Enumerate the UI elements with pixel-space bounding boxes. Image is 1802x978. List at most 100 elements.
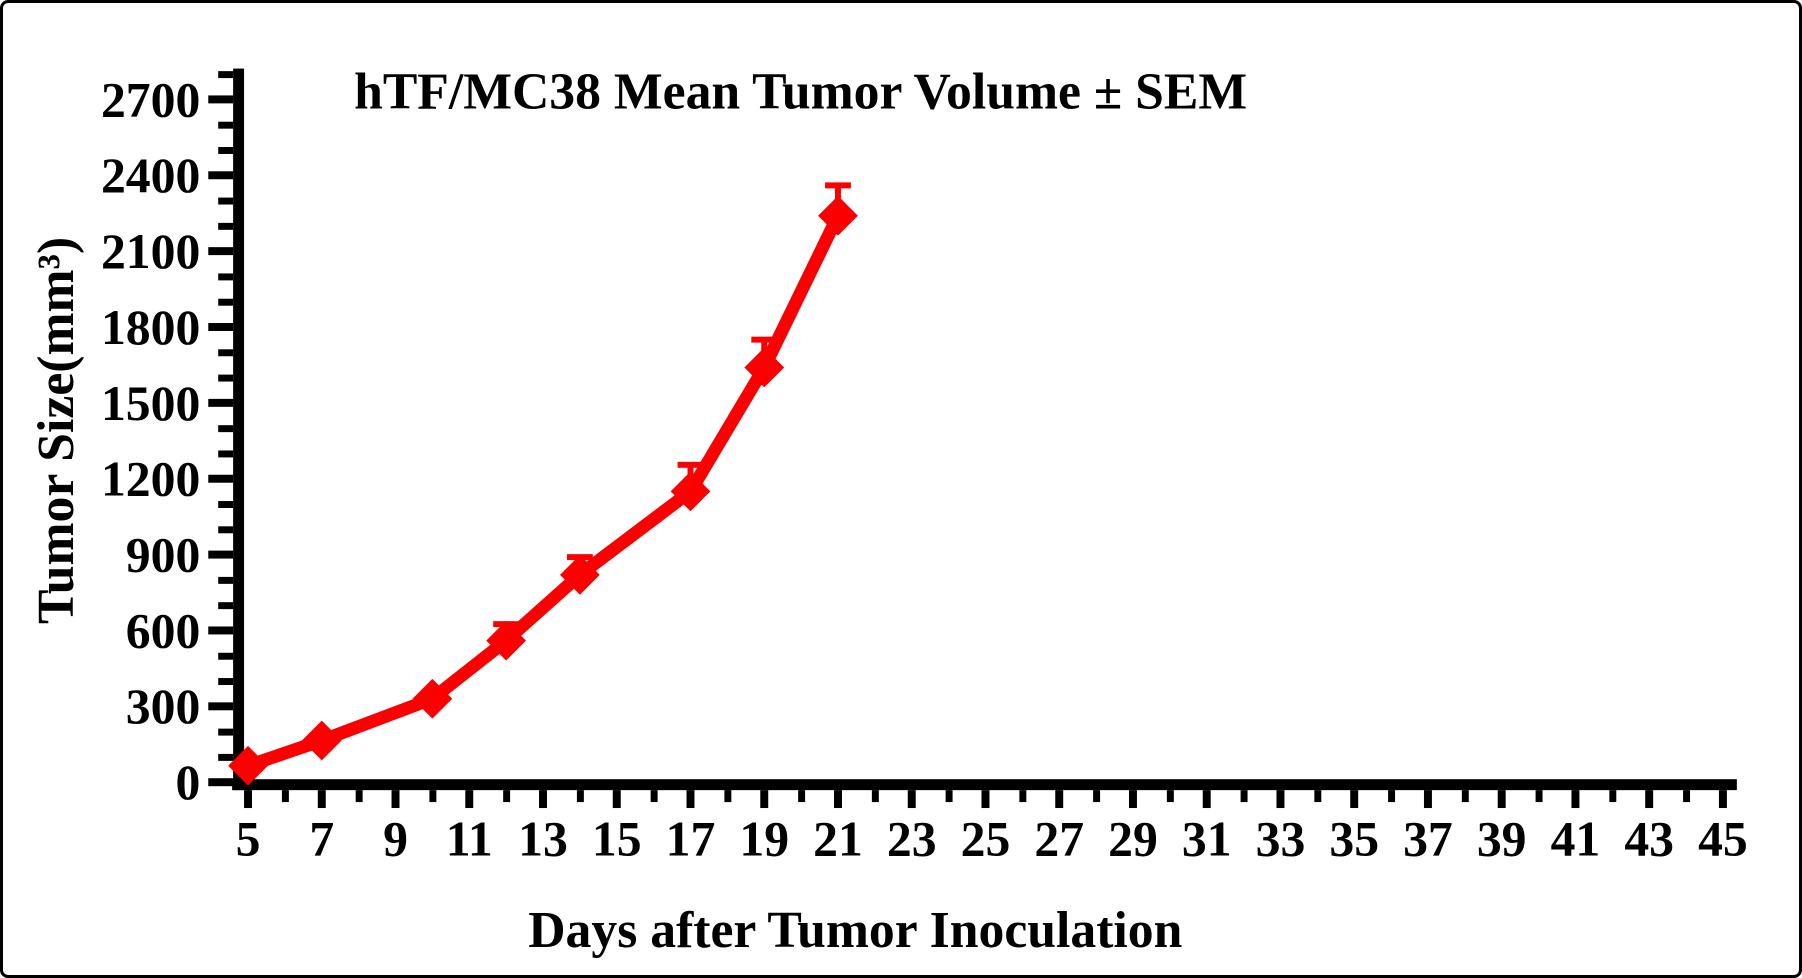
y-minor-tick [218,349,234,357]
x-tick-label: 45 [1698,812,1748,867]
x-minor-tick [1388,790,1396,803]
y-tick-label: 300 [126,679,201,734]
y-minor-tick [218,298,234,306]
x-tick-label: 35 [1329,812,1379,867]
x-minor-tick [1240,790,1248,803]
x-major-tick [1128,790,1137,809]
x-tick-label: 13 [518,812,568,867]
y-minor-tick [218,576,234,584]
data-point [486,620,527,661]
y-tick-label: 2700 [101,72,200,127]
x-major-tick [1718,790,1727,809]
y-major-tick [208,626,234,635]
tumor-volume-chart: 5 7 9 11 13 15 17 19 21 23 25 27 29 31 33 35 37 39 41 43 45 0… [28,63,1748,959]
x-major-tick [686,790,695,809]
x-tick-label: 37 [1403,812,1453,867]
y-minor-tick [218,652,234,660]
x-minor-tick [871,790,879,803]
y-major-tick [208,323,234,331]
chart-title: hTF/MC38 Mean Tumor Volume ± SEM [354,63,1247,120]
y-minor-tick [218,450,234,458]
x-tick-label: 39 [1477,812,1527,867]
y-minor-tick [218,121,234,129]
x-tick-label: 29 [1108,812,1158,867]
x-major-tick [1276,790,1285,809]
x-minor-tick [1683,790,1691,803]
data-point [412,678,453,719]
series-polyline [245,212,844,772]
x-tick-label: 11 [446,812,493,867]
error-bar-cap [677,461,704,468]
y-major-tick [208,95,234,104]
x-major-tick [465,790,474,809]
x-minor-tick [503,790,511,803]
x-minor-tick [1535,790,1543,803]
x-major-tick [1571,790,1580,809]
x-major-tick [612,790,621,809]
y-minor-tick [218,501,234,508]
x-tick-label: 7 [309,812,334,867]
data-point [560,554,600,595]
y-tick-label: 0 [175,755,200,810]
x-major-tick [1202,790,1211,809]
x-minor-tick [576,790,584,803]
y-minor-tick [218,273,234,281]
y-tick-label: 2400 [101,148,200,203]
data-point [744,347,785,388]
x-major-tick [1423,790,1432,809]
x-major-tick [244,790,253,809]
x-axis-line [232,779,1737,791]
y-major-tick [208,702,234,711]
y-minor-tick [218,222,234,230]
y-tick-label: 1200 [101,452,200,507]
error-bar-cap [825,182,851,189]
x-minor-tick [1314,790,1322,803]
error-bar-cap [751,336,778,343]
x-minor-tick [650,790,658,803]
y-minor-tick [218,602,234,610]
x-tick-label: 9 [383,812,408,867]
x-tick-label: 41 [1551,812,1601,867]
x-axis-label: Days after Tumor Inoculation [528,902,1182,959]
x-tick-label: 5 [236,812,261,867]
y-minor-tick [218,753,234,761]
y-tick-label: 600 [126,603,201,658]
x-minor-tick [945,790,953,803]
x-tick-label: 15 [592,812,642,867]
x-tick-label: 43 [1624,812,1674,867]
axes [232,68,1737,791]
y-major-tick [208,550,234,559]
x-major-tick [539,790,547,809]
y-minor-tick [218,526,234,534]
y-tick-label: 2100 [101,224,200,279]
x-minor-tick [724,790,732,803]
x-minor-tick [429,790,437,803]
y-major-tick [208,474,234,483]
x-minor-tick [355,790,363,803]
x-major-tick [1350,790,1359,809]
x-tick-label: 19 [739,812,789,867]
x-minor-tick [281,790,289,803]
x-minor-tick [1609,790,1617,803]
y-minor-tick [218,197,234,205]
x-minor-tick [1166,790,1174,803]
y-major-tick [208,247,234,256]
x-tick-label: 33 [1256,812,1306,867]
data-point-markers [228,195,858,786]
x-major-tick [760,790,769,809]
x-major-tick [1497,790,1506,809]
x-tick-label: 25 [961,812,1011,867]
x-minor-tick [1093,790,1101,803]
y-minor-tick [218,374,234,382]
x-major-tick [391,790,400,809]
y-tick-label: 900 [126,527,201,582]
y-tick-label: 1800 [101,300,200,355]
data-point [301,720,342,761]
x-minor-tick [798,790,806,803]
y-minor-tick [218,678,234,686]
y-major-tick [208,398,234,407]
y-major-tick [208,778,234,787]
x-major-tick [317,790,326,809]
x-major-tick [834,790,842,809]
y-minor-tick [218,425,234,433]
